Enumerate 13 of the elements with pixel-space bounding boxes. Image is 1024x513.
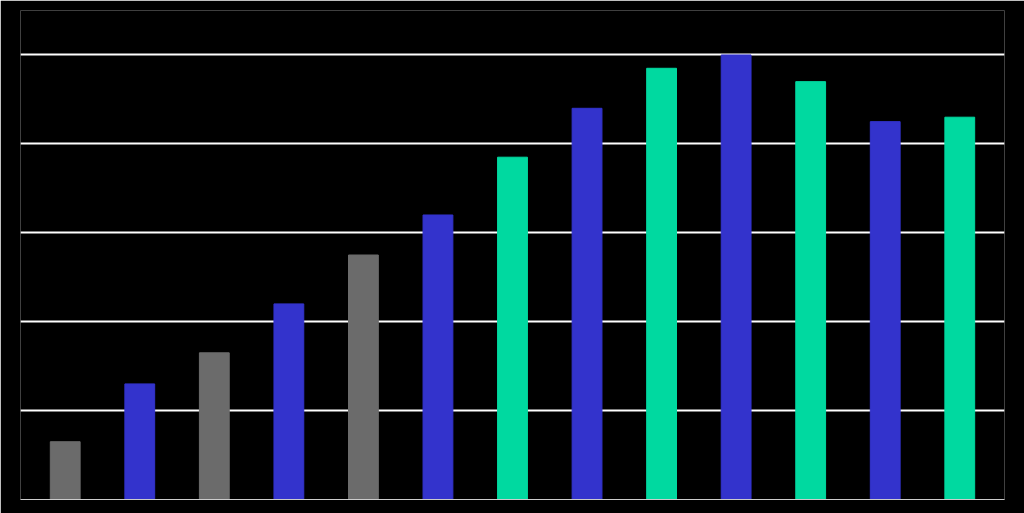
bar (124, 383, 156, 500)
bar (720, 54, 752, 500)
bar (49, 441, 81, 500)
bar (497, 156, 528, 500)
bar (646, 67, 677, 500)
bar (571, 107, 603, 500)
bar (869, 121, 901, 500)
bar (795, 81, 827, 500)
bar (348, 254, 379, 500)
bar (944, 116, 976, 500)
bar (198, 352, 230, 500)
bar (273, 303, 305, 500)
bar (422, 214, 454, 500)
